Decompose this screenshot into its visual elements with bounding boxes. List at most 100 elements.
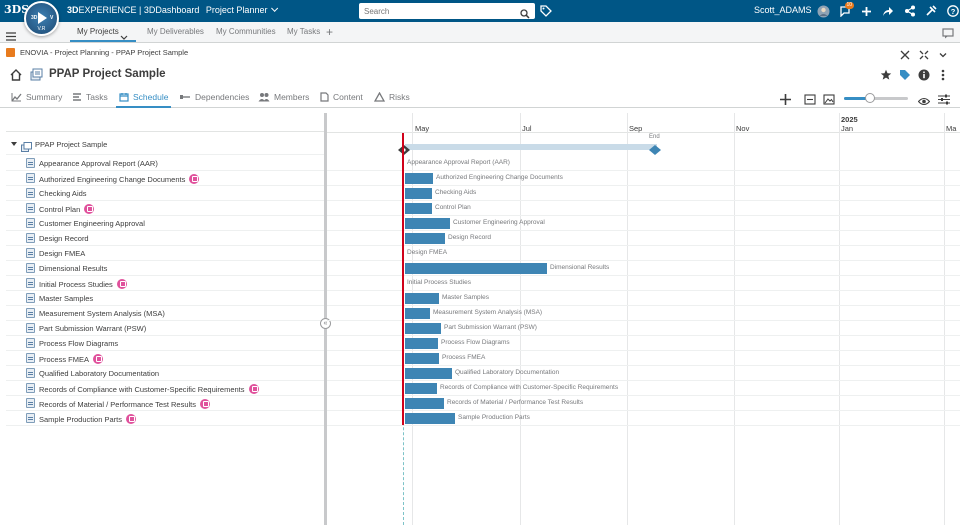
root-row[interactable]: PPAP Project Sample	[6, 134, 325, 155]
tab-members[interactable]: Members	[258, 92, 309, 102]
end-milestone-icon[interactable]	[649, 142, 661, 160]
avatar-icon[interactable]	[813, 3, 835, 19]
user-name[interactable]: Scott_ADAMS	[754, 5, 812, 15]
task-bar[interactable]	[405, 308, 430, 319]
deliverable-badge-icon[interactable]	[84, 204, 95, 214]
chat-icon[interactable]	[942, 26, 954, 44]
home-icon[interactable]	[10, 68, 22, 86]
list-item[interactable]: Records of Compliance with Customer-Spec…	[6, 381, 325, 396]
tools-icon[interactable]	[921, 3, 943, 19]
tab-summary[interactable]: Summary	[11, 92, 62, 102]
help-icon[interactable]: ?	[942, 3, 960, 19]
list-item[interactable]: Customer Engineering Approval	[6, 216, 325, 231]
zoom-slider-knob[interactable]	[864, 93, 875, 103]
project-summary-bar[interactable]	[405, 144, 657, 150]
list-item[interactable]: Checking Aids	[6, 186, 325, 201]
task-bar[interactable]	[405, 233, 445, 244]
task-bar[interactable]	[405, 218, 450, 229]
list-item[interactable]: Sample Production Parts	[6, 411, 325, 426]
task-bar[interactable]	[405, 323, 441, 334]
tab-dependencies[interactable]: Dependencies	[180, 92, 249, 102]
month-label-jul: Jul	[522, 124, 532, 133]
list-item[interactable]: Process FMEA	[6, 351, 325, 366]
add-tab-icon[interactable]: +	[326, 25, 334, 39]
deliverable-badge-icon[interactable]	[200, 399, 211, 409]
deliverable-badge-icon[interactable]	[189, 174, 200, 184]
list-item[interactable]: Appearance Approval Report (AAR)	[6, 156, 325, 171]
list-item[interactable]: Control Plan	[6, 201, 325, 216]
deliverable-badge-icon[interactable]	[248, 384, 259, 394]
search-icon[interactable]	[520, 6, 530, 24]
brand-logo[interactable]: 3DS	[4, 3, 30, 16]
list-item[interactable]: Initial Process Studies	[6, 276, 325, 291]
tag-filter-icon[interactable]	[897, 68, 912, 82]
list-item[interactable]: Dimensional Results	[6, 261, 325, 276]
task-bar[interactable]	[405, 263, 547, 274]
list-item[interactable]: Part Submission Warrant (PSW)	[6, 321, 325, 336]
list-item[interactable]: Design FMEA	[6, 246, 325, 261]
deliverable-label: Customer Engineering Approval	[39, 219, 145, 228]
eye-icon[interactable]	[917, 93, 931, 111]
task-bar[interactable]	[405, 293, 439, 304]
task-bar[interactable]	[405, 383, 437, 394]
task-bar[interactable]	[405, 413, 455, 424]
share-icon[interactable]	[878, 3, 900, 19]
task-bar-label: Appearance Approval Report (AAR)	[407, 159, 510, 166]
image-icon[interactable]	[823, 92, 835, 110]
task-bar[interactable]	[405, 353, 439, 364]
task-bar[interactable]	[405, 338, 438, 349]
deliverable-badge-icon[interactable]	[116, 279, 127, 289]
list-item[interactable]: Measurement System Analysis (MSA)	[6, 306, 325, 321]
product-name: EXPERIENCE | 3DDashboard	[78, 5, 200, 15]
tab-risks[interactable]: Risks	[374, 92, 410, 102]
tab-schedule[interactable]: Schedule	[119, 92, 168, 102]
list-item[interactable]: Master Samples	[6, 291, 325, 306]
gantt-row: Customer Engineering Approval	[327, 216, 960, 231]
task-bar[interactable]	[405, 188, 432, 199]
notifications-icon[interactable]: 10	[835, 2, 857, 19]
title-actions	[878, 68, 950, 82]
deliverable-badge-icon[interactable]	[125, 414, 136, 424]
list-item[interactable]: Records of Material / Performance Test R…	[6, 396, 325, 411]
close-icon[interactable]	[900, 47, 910, 65]
deliverable-badge-icon[interactable]	[93, 354, 104, 364]
info-icon[interactable]	[916, 68, 931, 82]
star-icon[interactable]	[878, 68, 893, 82]
collapse-panel-button[interactable]: «	[320, 318, 331, 329]
network-icon[interactable]	[899, 3, 921, 19]
tab-my-projects[interactable]: My Projects	[77, 27, 119, 36]
task-bar[interactable]	[405, 173, 433, 184]
add-icon[interactable]	[856, 3, 878, 19]
tab-my-tasks[interactable]: My Tasks	[287, 27, 321, 36]
list-item[interactable]: Qualified Laboratory Documentation	[6, 366, 325, 381]
more-icon[interactable]	[935, 68, 950, 82]
caret-down-icon[interactable]	[11, 142, 17, 146]
tab-my-deliverables[interactable]: My Deliverables	[147, 27, 204, 36]
compass-button[interactable]: 3D V V.R	[24, 1, 59, 36]
list-item[interactable]: Design Record	[6, 231, 325, 246]
top-bar: 3DS 3D V V.R 3DEXPERIENCE | 3DDashboard …	[0, 0, 960, 36]
project-icon	[30, 68, 43, 86]
tab-content[interactable]: Content	[320, 92, 363, 102]
collapse-icon[interactable]	[919, 47, 929, 65]
chevron-down-icon[interactable]	[120, 28, 128, 46]
search-input[interactable]	[364, 4, 514, 18]
task-bar[interactable]	[405, 203, 432, 214]
deliverable-icon	[26, 158, 35, 168]
task-bar[interactable]	[405, 368, 452, 379]
fit-width-icon[interactable]	[804, 92, 816, 110]
add-icon[interactable]	[780, 92, 791, 110]
schedule-tools	[778, 90, 954, 106]
list-item[interactable]: Authorized Engineering Change Documents	[6, 171, 325, 186]
menu-icon[interactable]	[6, 28, 16, 46]
chevron-down-icon[interactable]	[938, 47, 948, 65]
tag-icon[interactable]	[540, 4, 552, 22]
tab-my-communities[interactable]: My Communities	[216, 27, 276, 36]
tab-tasks[interactable]: Tasks	[72, 92, 108, 102]
list-item[interactable]: Process Flow Diagrams	[6, 336, 325, 351]
task-bar[interactable]	[405, 398, 444, 409]
app-title[interactable]: 3DEXPERIENCE | 3DDashboard Project Plann…	[67, 4, 279, 15]
settings-sliders-icon[interactable]	[938, 92, 950, 110]
zoom-slider[interactable]	[844, 93, 908, 103]
gantt-row: Sample Production Parts	[327, 411, 960, 426]
